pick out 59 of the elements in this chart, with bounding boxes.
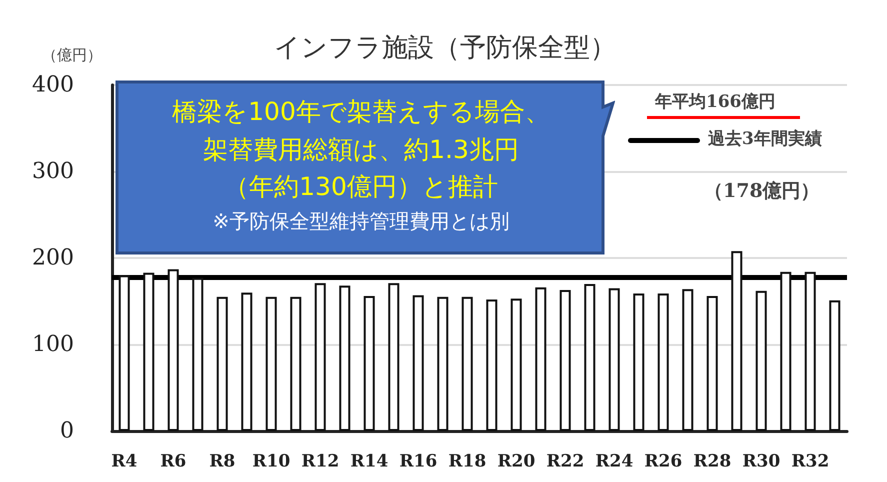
annotation: （178億円） — [704, 179, 820, 204]
bar — [192, 278, 204, 431]
x-tick-label: R12 — [301, 452, 340, 472]
x-tick-label: R32 — [791, 452, 830, 472]
bar — [535, 287, 546, 431]
bar — [462, 296, 473, 431]
annotation: 架替費用総額は、約1.3兆円 — [202, 134, 520, 166]
x-tick-label: R14 — [350, 452, 388, 472]
annotation: 橋梁を100年で架替えする場合、 — [171, 96, 551, 128]
bar — [290, 296, 302, 431]
x-tick-label: R4 — [111, 452, 138, 472]
bar — [731, 251, 742, 431]
x-tick-label: R26 — [644, 452, 682, 472]
bar — [314, 283, 326, 431]
chart-title: インフラ施設（予防保全型） — [274, 33, 616, 63]
x-tick-label: R6 — [160, 452, 186, 472]
bar — [608, 288, 620, 431]
x-tick-label: R30 — [742, 452, 780, 472]
bar — [584, 284, 596, 431]
x-tick-label: R22 — [546, 452, 584, 472]
y-tick-label: 0 — [60, 418, 74, 444]
annotation: （年約130億円）と推計 — [223, 171, 499, 203]
bar — [780, 272, 792, 431]
legend-label: 過去3年間実績 — [708, 128, 822, 150]
bar — [143, 272, 154, 431]
bar — [560, 290, 571, 431]
bar — [804, 272, 816, 431]
annotation: ※予防保全型維持管理費用とは別 — [212, 208, 510, 235]
x-tick-label: R10 — [252, 452, 290, 472]
bar — [241, 292, 252, 431]
bar — [388, 283, 400, 431]
y-tick-label: 400 — [32, 72, 74, 98]
bar — [437, 296, 448, 431]
bar — [633, 293, 644, 431]
x-tick-label: R24 — [595, 452, 634, 472]
bar — [829, 300, 840, 431]
bar — [216, 296, 228, 431]
annotation: 年平均166億円 — [647, 90, 800, 119]
x-tick-label: R16 — [399, 452, 438, 472]
bar — [412, 295, 424, 431]
y-tick-label: 100 — [32, 332, 74, 357]
bar — [706, 296, 718, 431]
bar — [658, 293, 669, 431]
bar — [510, 298, 522, 431]
y-axis-title: （億円） — [42, 47, 102, 64]
y-tick-label: 300 — [32, 159, 74, 184]
x-tick-label: R8 — [209, 452, 236, 472]
x-tick-label: R18 — [448, 452, 486, 472]
bar — [339, 286, 350, 431]
bar — [118, 275, 130, 431]
bar — [364, 296, 375, 431]
bar — [266, 296, 277, 431]
x-tick-label: R20 — [497, 452, 536, 472]
bar — [486, 300, 498, 431]
bar — [682, 289, 694, 431]
y-tick-label: 200 — [32, 246, 74, 270]
bar — [168, 269, 179, 431]
bar — [756, 290, 767, 431]
x-tick-label: R28 — [693, 452, 732, 472]
